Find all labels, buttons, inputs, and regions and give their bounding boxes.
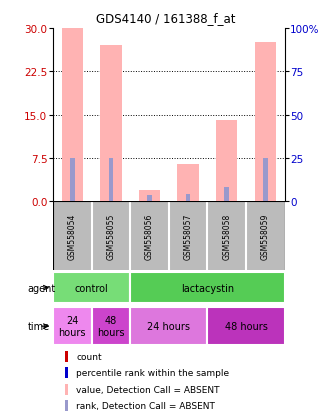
Bar [130, 273, 285, 304]
Bar [53, 307, 92, 345]
Bar [186, 195, 190, 202]
Text: lactacystin: lactacystin [181, 283, 234, 293]
Text: 48 hours: 48 hours [225, 321, 267, 331]
Text: GSM558058: GSM558058 [222, 213, 231, 259]
Bar [224, 187, 229, 202]
Bar [65, 384, 68, 395]
Bar [216, 121, 237, 202]
Bar [65, 368, 68, 379]
Text: time: time [28, 321, 50, 331]
Text: percentile rank within the sample: percentile rank within the sample [76, 368, 229, 377]
Text: control: control [75, 283, 109, 293]
Bar [177, 164, 199, 202]
Text: GSM558057: GSM558057 [184, 213, 193, 259]
Bar [109, 159, 113, 202]
Text: rank, Detection Call = ABSENT: rank, Detection Call = ABSENT [76, 401, 215, 410]
Bar [130, 307, 208, 345]
Bar [263, 159, 268, 202]
Text: GDS4140 / 161388_f_at: GDS4140 / 161388_f_at [96, 12, 235, 25]
Text: GSM558055: GSM558055 [106, 213, 116, 259]
Bar [53, 273, 130, 304]
Text: 24 hours: 24 hours [147, 321, 190, 331]
Bar [147, 196, 152, 202]
Text: 48
hours: 48 hours [97, 316, 125, 337]
Bar [70, 159, 74, 202]
Bar [139, 190, 160, 202]
Bar [92, 307, 130, 345]
Bar [208, 307, 285, 345]
Bar [62, 29, 83, 202]
Text: value, Detection Call = ABSENT: value, Detection Call = ABSENT [76, 385, 220, 394]
Text: GSM558056: GSM558056 [145, 213, 154, 259]
Bar [65, 400, 68, 411]
Text: count: count [76, 352, 102, 361]
Bar [65, 351, 68, 362]
Bar [255, 43, 276, 202]
Text: agent: agent [28, 283, 56, 293]
Text: GSM558059: GSM558059 [261, 213, 270, 259]
Text: GSM558054: GSM558054 [68, 213, 77, 259]
Text: 24
hours: 24 hours [59, 316, 86, 337]
Bar [100, 46, 121, 202]
